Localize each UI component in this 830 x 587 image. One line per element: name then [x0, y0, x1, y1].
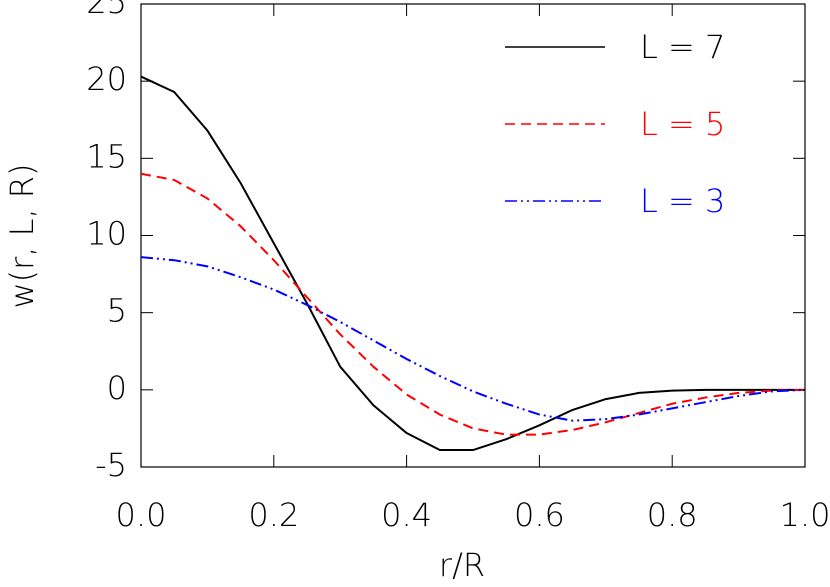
x-tick-label: 0.4: [381, 496, 432, 534]
y-axis-label: w(r, L, R): [3, 163, 41, 308]
x-tick-label: 0.8: [647, 496, 698, 534]
y-tick-label: 0: [107, 369, 127, 407]
y-tick-label: 25: [86, 0, 127, 21]
data-line: [140, 75, 805, 452]
y-tick-label: -5: [95, 446, 127, 484]
x-tick-label: 0.0: [116, 496, 167, 534]
x-axis-label: r/R: [439, 546, 485, 584]
x-tick-label: 0.6: [514, 496, 565, 534]
y-tick-label: 20: [86, 60, 127, 98]
legend-label: L = 7: [640, 28, 725, 66]
legend-label: L = 3: [640, 182, 725, 220]
x-tick-label: 1.0: [780, 496, 830, 534]
y-tick-label: 15: [86, 137, 127, 175]
x-tick-label: 0.2: [248, 496, 299, 534]
legend-label: L = 5: [640, 105, 725, 143]
data-line: [140, 172, 806, 436]
y-tick-label: 5: [107, 292, 127, 330]
data-line: [140, 256, 806, 422]
y-tick-label: 10: [86, 215, 127, 253]
